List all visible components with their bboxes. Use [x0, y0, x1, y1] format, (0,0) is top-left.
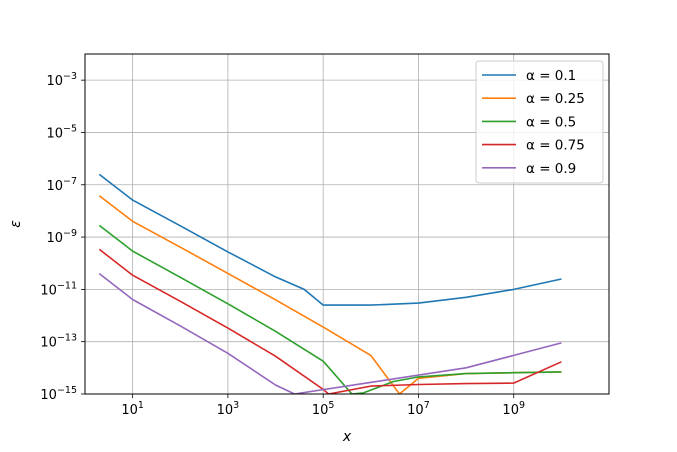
- legend-label: α = 0.25: [526, 91, 585, 107]
- y-tick-exponent: −7: [63, 176, 77, 187]
- series-lines: [98, 173, 562, 394]
- y-tick-exponent: −11: [57, 280, 77, 291]
- y-tick-label: 10−5: [46, 123, 77, 141]
- x-tick-base: 10: [407, 403, 424, 418]
- x-tick-label: 103: [217, 400, 240, 418]
- y-tick-label: 10−13: [40, 333, 77, 351]
- legend-frame: [475, 60, 604, 184]
- legend-label: α = 0.75: [526, 138, 585, 154]
- axis-ticks: 101 103 105 107 10910−1510−1310−1110−910−710…: [40, 71, 525, 418]
- x-tick-base: 10: [312, 403, 329, 418]
- x-tick-label: 109: [502, 400, 525, 418]
- legend-label: α = 0.5: [526, 114, 576, 130]
- y-axis-label: ε: [8, 220, 24, 228]
- x-tick-exponent: 5: [328, 400, 334, 411]
- y-tick-label: 10−9: [46, 228, 77, 246]
- x-axis-label: x: [342, 429, 352, 445]
- y-tick-label: 10−15: [40, 385, 77, 403]
- y-tick-base: 10: [40, 336, 57, 351]
- y-tick-exponent: −3: [63, 71, 77, 82]
- legend-label: α = 0.1: [526, 68, 576, 84]
- y-tick-base: 10: [46, 231, 63, 246]
- y-tick-exponent: −15: [57, 385, 77, 396]
- x-tick-exponent: 9: [519, 400, 525, 411]
- series-line: [98, 173, 562, 306]
- y-tick-label: 10−7: [46, 176, 77, 194]
- x-tick-exponent: 3: [233, 400, 239, 411]
- legend-label: α = 0.9: [526, 161, 576, 177]
- y-tick-exponent: −13: [57, 333, 77, 344]
- y-tick-exponent: −9: [63, 228, 77, 239]
- x-tick-label: 101: [121, 400, 144, 418]
- y-tick-base: 10: [40, 388, 57, 403]
- series-line: [98, 224, 562, 394]
- x-tick-base: 10: [502, 403, 519, 418]
- y-tick-base: 10: [46, 126, 63, 141]
- x-tick-exponent: 7: [424, 400, 430, 411]
- x-tick-label: 107: [407, 400, 430, 418]
- x-tick-base: 10: [217, 403, 234, 418]
- legend: α = 0.1 α = 0.25 α = 0.5 α = 0.75 α = 0.9: [475, 60, 604, 184]
- y-tick-base: 10: [46, 179, 63, 194]
- series-line: [98, 248, 562, 394]
- x-tick-label: 105: [312, 400, 335, 418]
- y-tick-label: 10−3: [46, 71, 77, 89]
- y-tick-label: 10−11: [40, 280, 77, 298]
- series-line: [98, 272, 562, 394]
- x-tick-base: 10: [121, 403, 138, 418]
- x-tick-exponent: 1: [138, 400, 144, 411]
- y-tick-base: 10: [46, 74, 63, 89]
- y-tick-exponent: −5: [63, 123, 77, 134]
- y-tick-base: 10: [40, 283, 57, 298]
- plot-frame: [84, 53, 610, 395]
